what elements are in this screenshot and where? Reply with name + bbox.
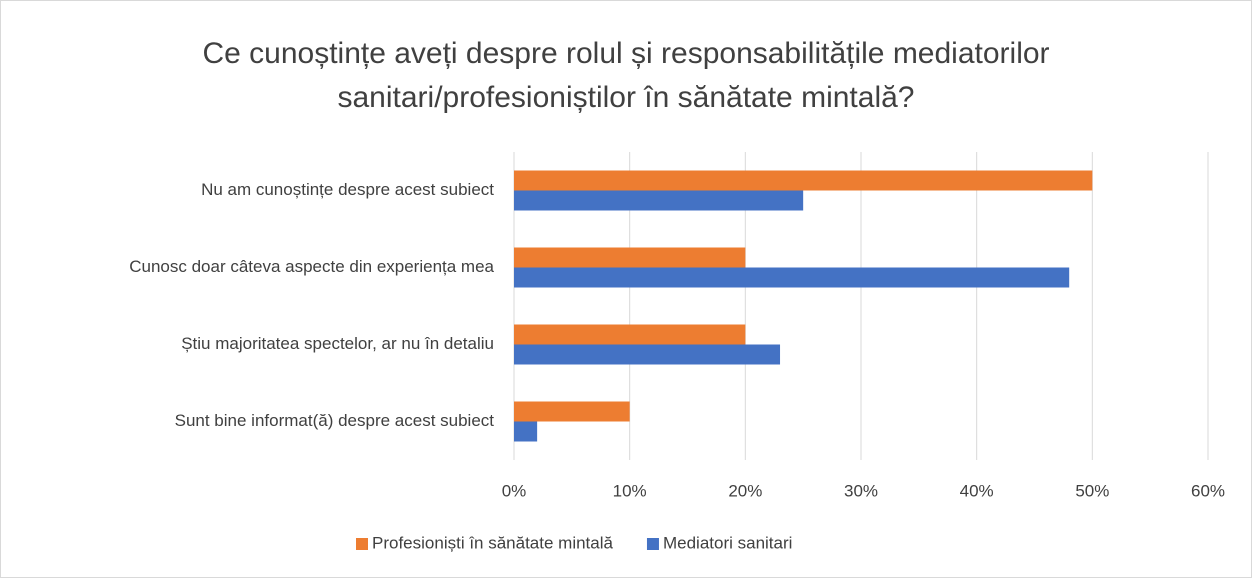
bar xyxy=(514,190,804,211)
bar xyxy=(514,247,746,268)
x-tick-label: 50% xyxy=(1075,481,1109,500)
chart-title: Ce cunoștințe aveți despre rolul și resp… xyxy=(202,37,1050,114)
bar xyxy=(514,170,1093,191)
x-tick-label: 0% xyxy=(502,481,527,500)
x-tick-label: 10% xyxy=(613,481,647,500)
bar xyxy=(514,421,538,442)
x-tick-label: 30% xyxy=(844,481,878,500)
legend-label: Mediatori sanitari xyxy=(663,533,792,552)
legend-label: Profesioniști în sănătate mintală xyxy=(372,533,614,552)
y-tick-label: Cunosc doar câteva aspecte din experienț… xyxy=(129,257,494,276)
x-tick-label: 20% xyxy=(728,481,762,500)
bar xyxy=(514,267,1070,288)
legend-swatch xyxy=(356,538,368,550)
x-tick-label: 40% xyxy=(960,481,994,500)
bar xyxy=(514,324,746,345)
x-tick-label: 60% xyxy=(1191,481,1225,500)
legend-swatch xyxy=(646,538,659,550)
y-tick-label: Sunt bine informat(ă) despre acest subie… xyxy=(175,411,495,430)
bar xyxy=(514,401,630,422)
bar xyxy=(514,344,781,365)
y-tick-label: Știu majoritatea spectelor, ar nu în det… xyxy=(181,334,494,353)
y-tick-label: Nu am cunoștințe despre acest subiect xyxy=(201,180,494,199)
